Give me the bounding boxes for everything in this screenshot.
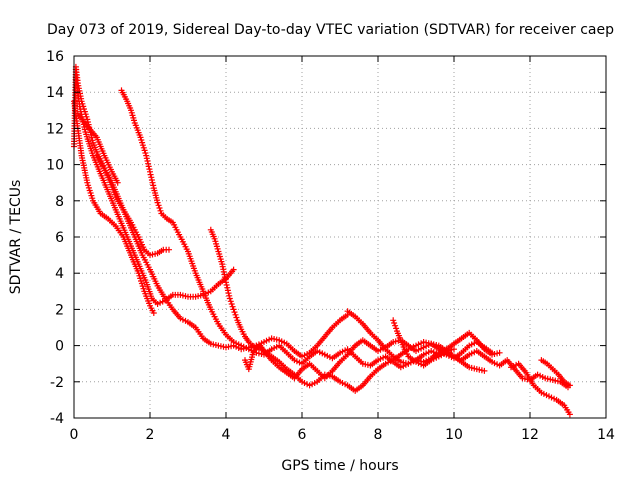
- data-point: [230, 306, 237, 313]
- data-point: [228, 301, 235, 307]
- x-tick-label: 4: [222, 427, 231, 443]
- data-point: [154, 199, 161, 206]
- series-track-6: [207, 226, 571, 394]
- data-point: [566, 411, 573, 418]
- series-track-10: [508, 360, 573, 418]
- x-tick-label: 14: [597, 427, 615, 443]
- series-track-3: [71, 98, 157, 316]
- data-point: [225, 290, 232, 297]
- y-axis-label: SDTVAR / TECUs: [8, 180, 24, 295]
- x-axis-label: GPS time / hours: [281, 458, 398, 474]
- y-tick-label: 8: [55, 194, 64, 210]
- data-point: [537, 372, 544, 379]
- data-point: [229, 303, 236, 310]
- data-point: [114, 179, 121, 186]
- data-point: [156, 205, 163, 211]
- y-tick-label: 12: [46, 121, 64, 137]
- y-tick-label: 0: [55, 339, 64, 355]
- data-point: [392, 322, 399, 329]
- data-point: [390, 317, 397, 324]
- series-layer: [71, 63, 573, 418]
- data-point: [166, 246, 172, 253]
- data-point: [451, 346, 457, 353]
- series-line: [120, 90, 455, 368]
- y-tick-label: 16: [46, 49, 64, 65]
- data-point: [496, 349, 503, 356]
- y-tick-label: 10: [46, 158, 64, 174]
- y-tick-label: 2: [55, 302, 64, 318]
- data-point: [226, 295, 233, 302]
- x-tick-label: 2: [146, 427, 155, 443]
- x-tick-label: 10: [445, 427, 463, 443]
- data-point: [157, 207, 164, 214]
- y-tick-label: -2: [50, 375, 64, 391]
- grid: [74, 56, 606, 418]
- y-tick-label: 4: [55, 266, 64, 282]
- data-point: [223, 282, 230, 288]
- y-tick-label: 6: [55, 230, 64, 246]
- series-track-8: [344, 308, 503, 367]
- data-point: [147, 171, 154, 178]
- x-tick-label: 0: [70, 427, 79, 443]
- series-track-9: [390, 317, 488, 374]
- data-point: [231, 309, 238, 316]
- series-track-5: [93, 152, 351, 360]
- x-tick-label: 12: [521, 427, 539, 443]
- data-point: [233, 314, 240, 321]
- chart-title: Day 073 of 2019, Sidereal Day-to-day VTE…: [47, 22, 614, 38]
- series-track-11: [538, 357, 573, 389]
- y-tick-label: 14: [46, 85, 64, 101]
- data-point: [230, 266, 237, 273]
- x-tick-label: 6: [298, 427, 307, 443]
- data-point: [145, 163, 152, 170]
- data-point: [155, 202, 162, 209]
- data-point: [481, 367, 488, 374]
- data-point: [143, 155, 150, 162]
- series-track-12: [74, 110, 121, 186]
- x-tick-label: 8: [374, 427, 383, 443]
- data-point: [566, 382, 573, 389]
- data-point: [232, 311, 239, 318]
- ticks: 0 2 4 6 8 10 12 14 -4 -2 0 2 4 6 8 10 12 14 16: [46, 49, 615, 443]
- data-point: [150, 310, 157, 316]
- series-track-4: [118, 87, 457, 371]
- data-point: [393, 325, 400, 332]
- data-point: [149, 179, 156, 186]
- data-point: [227, 298, 234, 305]
- data-point: [391, 320, 398, 326]
- y-tick-label: -4: [50, 411, 64, 427]
